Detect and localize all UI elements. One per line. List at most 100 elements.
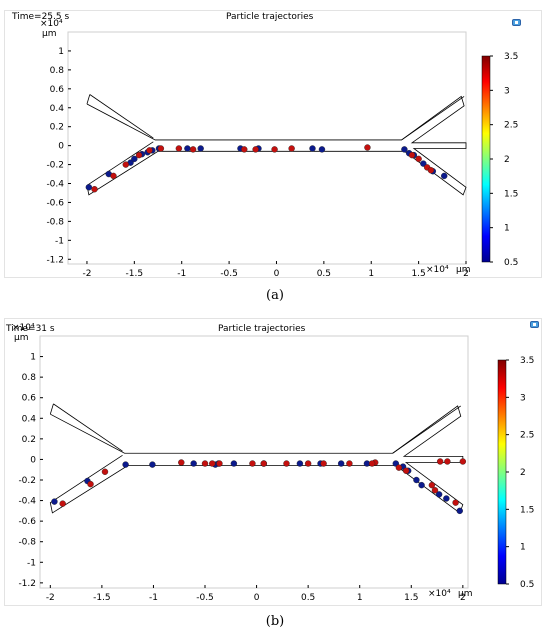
y-tick-label: 0.6 — [50, 85, 65, 95]
y-tick-label: -0.6 — [46, 198, 64, 208]
y-tick-label: 0.4 — [22, 414, 37, 424]
particle-blue — [420, 160, 427, 167]
particle-blue — [443, 495, 450, 502]
colorbar-tick-label: 1.5 — [504, 189, 518, 199]
export-icon[interactable] — [530, 321, 539, 328]
particle-red — [122, 161, 130, 168]
particle-blue — [190, 460, 197, 467]
plot-title: Particle trajectories — [226, 12, 314, 22]
particle-blue — [122, 461, 129, 468]
channel-wall — [53, 403, 123, 452]
particle-blue — [230, 460, 238, 467]
plot-title: Particle trajectories — [218, 324, 306, 334]
trajectory-plot-b: 1 0.8 0.6 0.4 0.2 0 -0.2 -0.4 -0.6 -0.8 -1 -1.2 ×10⁴… — [12, 323, 534, 603]
x-tick-label: 0.5 — [317, 269, 331, 279]
particle-blue — [456, 507, 463, 515]
y-tick-label: 1 — [58, 47, 64, 57]
particle-red — [436, 458, 444, 465]
channel-wall — [86, 94, 91, 105]
particle-red — [320, 460, 327, 467]
particle-blue — [51, 498, 58, 505]
time-label: Time=31 s — [6, 324, 55, 334]
colorbar-tick-label: 2.5 — [504, 121, 518, 131]
x-tick-label: 0 — [274, 269, 280, 279]
particle-blue — [184, 145, 191, 152]
particle-red — [288, 145, 295, 152]
colorbar-tick-label: 3 — [520, 393, 526, 403]
y-tick-label: -0.2 — [18, 476, 36, 486]
y-exponent: ×10⁴ — [12, 323, 35, 333]
y-tick-label: 0.2 — [22, 435, 36, 445]
x-unit: μm — [456, 265, 471, 275]
particle-blue — [401, 146, 408, 153]
trajectory-plot-a: 1 0.8 0.6 0.4 0.2 0 -0.2 -0.4 -0.6 -0.8 -1 -1.2 ×10⁴… — [40, 19, 518, 279]
particle-red — [209, 460, 216, 467]
particle-red — [135, 151, 143, 159]
particle-blue — [413, 476, 420, 484]
x-tick-label: 0.5 — [301, 593, 315, 603]
x-tick-label: -2 — [46, 593, 55, 603]
particle-red — [201, 460, 209, 467]
x-exponent: ×10⁴ — [428, 589, 451, 599]
export-icon[interactable] — [512, 19, 521, 26]
x-tick-label: 1 — [368, 269, 374, 279]
x-tick-label: -1 — [177, 269, 186, 279]
particle-red — [271, 146, 278, 153]
colorbar-tick-label: 3.5 — [520, 356, 534, 366]
particle-red — [364, 144, 371, 151]
particle-blue — [435, 491, 443, 498]
y-tick-label: -1 — [27, 558, 36, 568]
panel-a: Time=25.5 s Particle trajectories 1 0.8 0.… — [0, 10, 550, 279]
particle-red — [346, 460, 353, 467]
colorbar-tick-label: 0.5 — [520, 580, 534, 590]
colorbar-tick-label: 1 — [520, 543, 526, 553]
particle-blue — [337, 460, 345, 467]
particle-blue — [441, 172, 448, 180]
x-tick-label: 1.5 — [411, 269, 425, 279]
panel-caption: (a) — [266, 288, 284, 303]
colorbar — [481, 55, 491, 263]
particle-red — [178, 459, 185, 466]
particle-red — [91, 185, 98, 193]
y-tick-label: -0.4 — [46, 180, 64, 190]
particle-red — [260, 460, 267, 467]
x-tick-label: 1.5 — [404, 593, 418, 603]
colorbar-tick-label: 3.5 — [504, 52, 518, 62]
particle-red — [252, 146, 259, 153]
y-tick-label: 1 — [30, 353, 36, 363]
y-tick-label: 0.2 — [50, 123, 64, 133]
particle-red — [87, 480, 94, 488]
particle-red — [175, 145, 183, 152]
x-tick-label: 0 — [254, 593, 260, 603]
particle-red — [427, 167, 435, 174]
x-tick-label: -1.5 — [126, 269, 144, 279]
particle-red — [157, 145, 165, 152]
particle-red — [395, 464, 403, 471]
particle-blue — [197, 145, 204, 152]
x-tick-label: 2 — [463, 269, 469, 279]
x-tick-label: -2 — [82, 269, 91, 279]
particle-red — [452, 499, 459, 506]
particle-red — [368, 460, 376, 467]
particle-red — [408, 151, 416, 159]
channel-wall — [392, 405, 464, 514]
y-tick-label: -1 — [55, 236, 64, 246]
particle-blue — [418, 481, 425, 489]
particle-red — [415, 155, 422, 163]
particle-red — [402, 467, 410, 474]
particle-blue — [318, 146, 326, 153]
y-tick-label: 0 — [58, 142, 64, 152]
channel-wall — [401, 95, 467, 196]
particle-blue — [296, 460, 304, 467]
colorbar-tick-label: 0.5 — [504, 258, 518, 268]
plot-frame — [4, 10, 542, 278]
colorbar-tick-label: 1 — [504, 224, 510, 234]
particle-red — [189, 146, 197, 153]
particle-red — [431, 487, 439, 494]
panel-b: Time=31 s Particle trajectories 1 0.8 0.6 0… — [0, 318, 550, 606]
particle-blue — [85, 184, 93, 191]
x-tick-label: -0.5 — [220, 269, 238, 279]
x-tick-label: -1 — [149, 593, 158, 603]
particle-red — [110, 172, 117, 180]
channel-wall — [86, 96, 465, 141]
